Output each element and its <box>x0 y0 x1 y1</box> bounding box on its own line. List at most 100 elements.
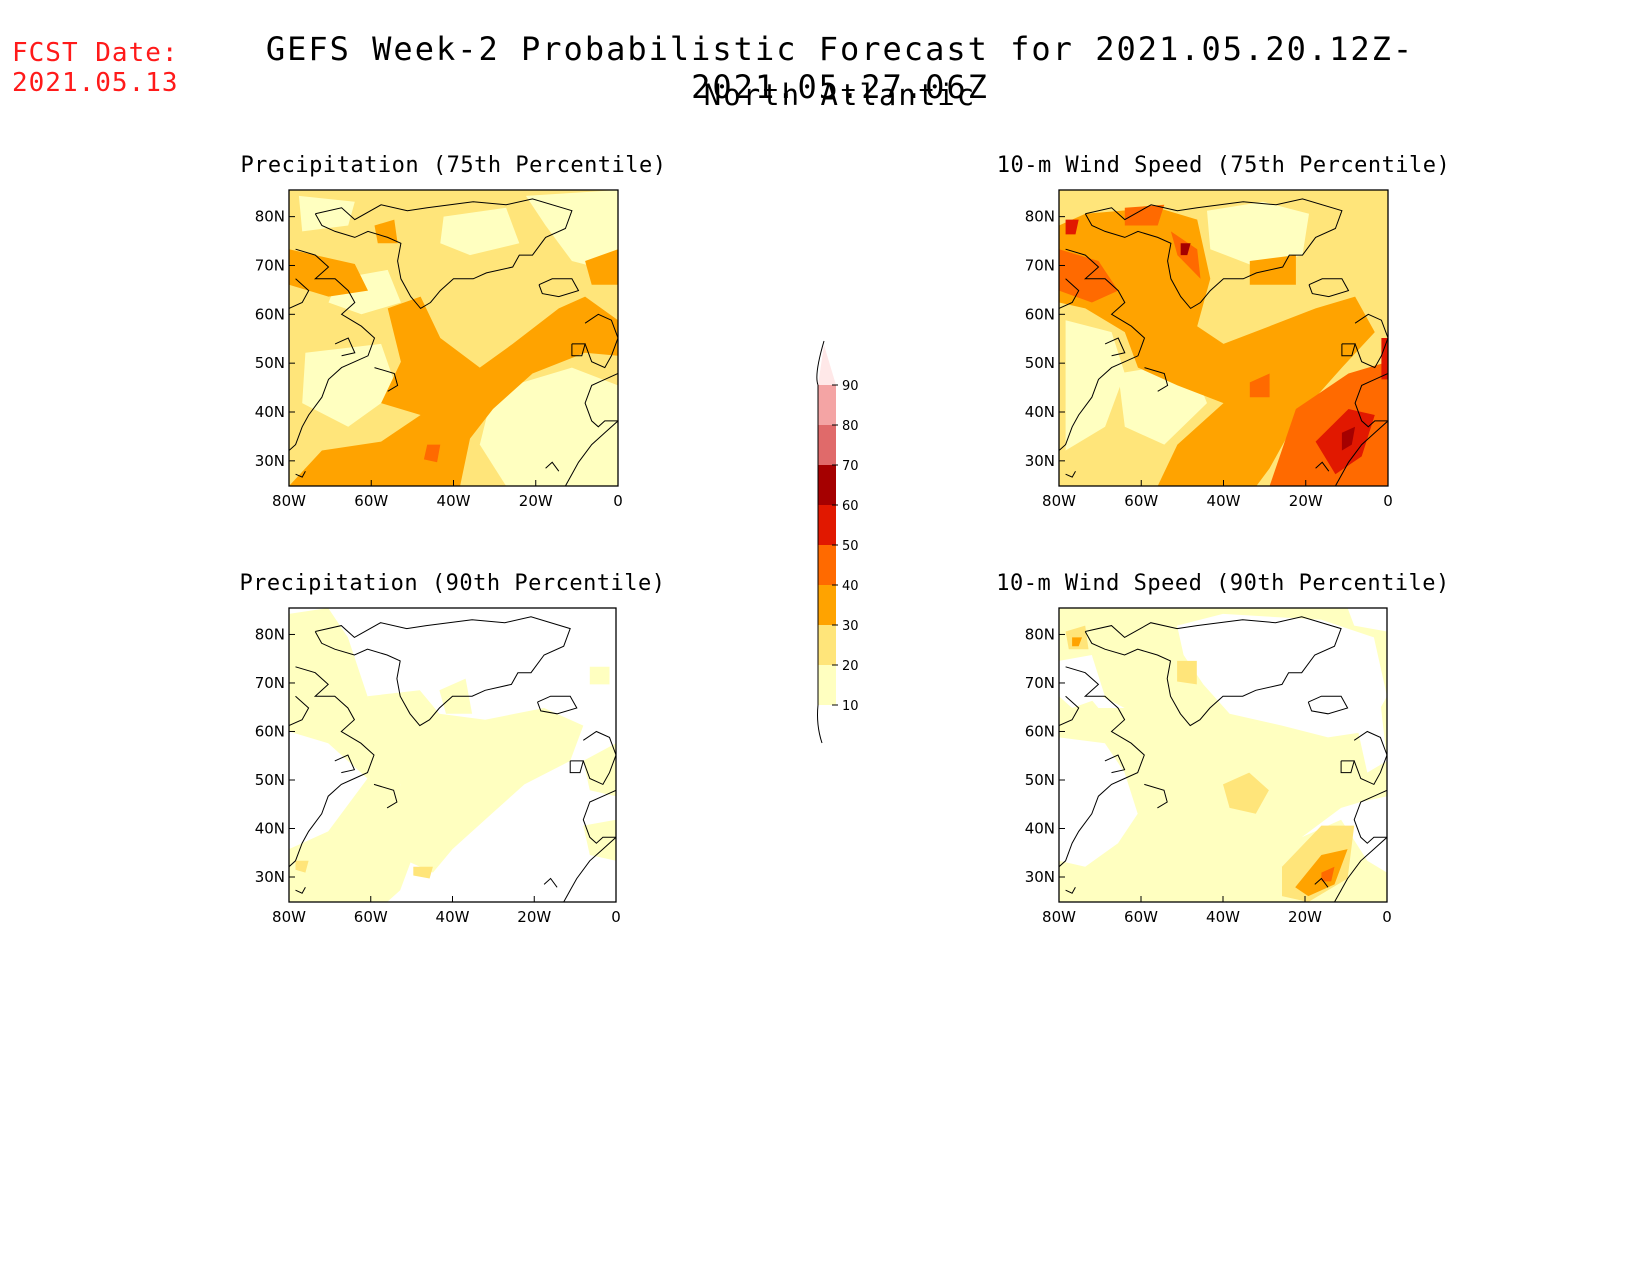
coastline <box>564 420 618 486</box>
colorbar-tick-label: 30 <box>842 619 859 634</box>
lat-label: 60N <box>255 305 285 323</box>
coastline <box>582 730 616 786</box>
contour-region <box>1124 204 1165 226</box>
coastline <box>538 278 580 298</box>
lon-label: 0 <box>613 492 623 510</box>
probability-field <box>1059 608 1387 902</box>
coastline <box>1084 198 1343 310</box>
lat-label: 60N <box>255 722 285 740</box>
coastline <box>545 461 560 472</box>
probability-field <box>289 190 618 486</box>
colorbar-segment <box>818 585 836 625</box>
lat-label: 80N <box>1025 208 1055 226</box>
coastline <box>289 248 376 451</box>
lat-label: 40N <box>255 820 285 838</box>
coastline <box>563 836 616 902</box>
colorbar-segment <box>818 505 836 545</box>
contour-region <box>423 444 441 463</box>
coastline <box>289 695 310 727</box>
contour-region <box>1249 255 1296 285</box>
contour-region <box>289 708 329 732</box>
lon-label: 20W <box>517 908 551 926</box>
contour-region <box>295 860 309 873</box>
coastline <box>295 887 306 894</box>
coastline <box>1059 248 1146 451</box>
lon-label: 0 <box>1383 492 1393 510</box>
panel-title: Precipitation (90th Percentile) <box>239 571 665 596</box>
contour-region <box>1177 660 1197 685</box>
coastline <box>1059 666 1145 868</box>
contour-region <box>1347 608 1387 632</box>
coastline <box>584 373 618 428</box>
contour-region <box>583 743 616 797</box>
coastline <box>295 470 306 478</box>
lon-label: 80W <box>272 908 306 926</box>
colorbar-segment <box>818 665 836 705</box>
coastline <box>1307 695 1349 715</box>
fcst-label: FCST Date: <box>12 38 179 68</box>
coastline <box>537 695 578 715</box>
contour-region <box>525 190 618 273</box>
lon-label: 80W <box>272 492 306 510</box>
coastline <box>1065 887 1076 894</box>
coastline <box>584 313 618 369</box>
lat-label: 70N <box>255 256 285 274</box>
contour-region <box>1065 219 1079 235</box>
colorbar-tick-label: 70 <box>842 459 859 474</box>
map-panel-4: 10-m Wind Speed (90th Percentile) 80N 70N 6… <box>996 571 1449 926</box>
lat-label: 80N <box>1025 625 1055 643</box>
coastline <box>314 616 571 727</box>
contour-region <box>1059 737 1138 867</box>
map-panel-2: 10-m Wind Speed (75th Percentile) 80N 70N 6… <box>997 153 1450 510</box>
map-panel-3: Precipitation (90th Percentile) 80N 70N 60N… <box>239 571 665 926</box>
contour-region <box>1295 849 1348 897</box>
lat-label: 30N <box>1025 868 1055 886</box>
coastline <box>1059 695 1080 727</box>
lon-label: 0 <box>611 908 621 926</box>
coastline <box>1144 783 1168 809</box>
colorbar-tick-label: 80 <box>842 419 859 434</box>
coastline <box>1354 373 1388 428</box>
contour-region <box>1301 796 1387 873</box>
coastline <box>543 877 558 888</box>
lat-label: 80N <box>255 208 285 226</box>
coastline <box>1104 337 1126 357</box>
lon-label: 80W <box>1042 908 1076 926</box>
coastline <box>571 343 586 357</box>
coastline <box>1059 278 1080 309</box>
lon-label: 20W <box>1288 908 1322 926</box>
colorbar-tick-label: 60 <box>842 499 859 514</box>
coastline <box>582 789 616 844</box>
lon-label: 20W <box>1289 492 1323 510</box>
contour-region <box>1180 243 1191 256</box>
lat-label: 50N <box>1025 771 1055 789</box>
contour-region <box>1354 702 1387 773</box>
contour-region <box>589 666 610 685</box>
coastline <box>1065 470 1076 478</box>
lon-label: 60W <box>354 908 388 926</box>
coastline <box>1104 754 1126 774</box>
colorbar-segment <box>818 545 836 585</box>
colorbar-tick-label: 50 <box>842 539 859 554</box>
coastline <box>334 337 356 357</box>
lat-label: 40N <box>1025 820 1055 838</box>
probability-field <box>1059 190 1388 486</box>
contour-region <box>1065 320 1125 451</box>
colorbar-tick-label: 40 <box>842 579 859 594</box>
contour-region <box>1223 772 1269 814</box>
probability-field <box>289 608 616 902</box>
contour-region <box>1207 201 1309 267</box>
lat-label: 30N <box>255 868 285 886</box>
coastline <box>1334 836 1387 902</box>
page-title: GEFS Week-2 Probabilistic Forecast for 2… <box>265 30 1415 106</box>
colorbar-segment <box>818 465 836 505</box>
contour-region <box>298 195 355 232</box>
colorbar-top-cap <box>816 340 825 386</box>
colorbar: 10 20 30 40 50 60 70 80 90 <box>816 340 859 744</box>
lon-label: 40W <box>1206 908 1240 926</box>
colorbar-tick-label: 20 <box>842 659 859 674</box>
lat-label: 30N <box>1025 452 1055 470</box>
lon-label: 40W <box>436 908 470 926</box>
coastline <box>1341 343 1356 357</box>
colorbar-segment <box>818 625 836 665</box>
